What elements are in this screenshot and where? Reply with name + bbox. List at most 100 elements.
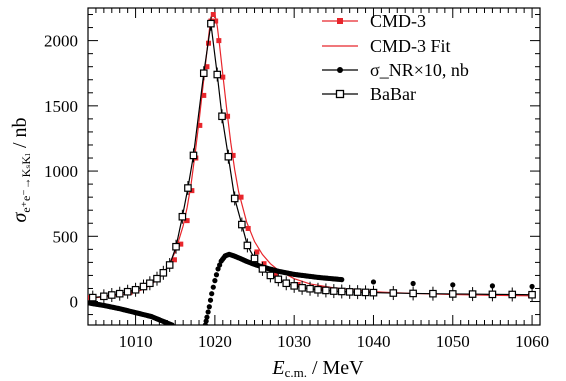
data-point <box>209 291 215 297</box>
data-point <box>306 284 314 293</box>
data-point <box>468 290 477 298</box>
data-point <box>207 19 215 28</box>
y-axis-label-main: σ <box>9 212 31 223</box>
data-point <box>489 283 496 289</box>
x-axis-label-sub: c.m. <box>285 365 307 380</box>
data-point <box>184 184 192 192</box>
data-point <box>115 289 124 298</box>
x-tick-label: 1040 <box>356 332 390 351</box>
legend-marker-cmd3 <box>337 18 343 24</box>
y-axis-label: σe⁺e⁻→KₛKₗ / nb <box>9 117 33 222</box>
plot-frame <box>87 7 541 326</box>
data-point <box>88 293 97 302</box>
data-point <box>508 290 517 299</box>
series-line-cmd3-fit <box>88 12 533 299</box>
data-point <box>167 321 174 325</box>
series-nonresonant <box>88 251 535 325</box>
data-point <box>184 218 190 224</box>
data-point <box>107 291 116 299</box>
legend-label-nonresonant: σ_NR×10, nb <box>370 60 469 80</box>
data-point <box>205 309 211 315</box>
legend-entry-nonresonant: σ_NR×10, nb <box>322 60 469 80</box>
data-point <box>345 288 354 296</box>
y-axis-label-sub: e⁺e⁻→KₛKₗ <box>19 153 33 213</box>
data-point <box>250 254 259 263</box>
data-point <box>528 290 536 299</box>
data-point <box>429 289 437 298</box>
data-point <box>337 287 346 296</box>
data-point <box>410 280 416 287</box>
data-point <box>189 151 198 160</box>
legend-label-babar: BaBar <box>370 84 416 104</box>
data-point <box>218 112 226 121</box>
data-point <box>389 289 398 297</box>
data-point <box>238 220 246 229</box>
data-point <box>450 282 456 288</box>
y-tick-label: 2000 <box>44 32 78 51</box>
data-point <box>213 70 222 79</box>
x-tick-label: 1010 <box>119 332 153 351</box>
data-point <box>217 262 223 268</box>
data-point <box>178 212 187 221</box>
series-cmd3 <box>88 12 533 301</box>
data-point <box>212 278 218 284</box>
y-tick-label: 500 <box>53 227 79 246</box>
data-point <box>261 261 267 267</box>
data-point <box>274 275 283 284</box>
x-axis-label: Ec.m. / MeV <box>271 357 364 380</box>
data-point <box>224 152 233 161</box>
y-tick-label: 1500 <box>44 97 78 116</box>
data-point <box>204 64 210 70</box>
data-point <box>139 282 148 291</box>
axis-tick-labels: 1010 1020 1030 1040 1050 1060 0 500 1000 1500 2000 <box>44 32 549 351</box>
data-point <box>409 289 417 298</box>
data-point <box>245 225 251 231</box>
data-point <box>230 194 239 203</box>
data-point <box>529 283 535 290</box>
y-tick-label: 0 <box>70 293 79 312</box>
legend-marker-babar <box>335 89 345 99</box>
data-point <box>210 284 216 290</box>
data-point <box>314 285 322 294</box>
data-point <box>322 286 330 295</box>
data-point <box>199 69 208 78</box>
y-axis-label-unit: / nb <box>9 117 31 153</box>
data-point <box>189 188 195 194</box>
data-point <box>370 279 377 285</box>
x-tick-label: 1060 <box>515 332 549 351</box>
x-tick-label: 1050 <box>436 332 470 351</box>
data-point <box>131 285 140 294</box>
legend-entry-cmd3-fit: CMD-3 Fit <box>322 36 451 56</box>
x-axis-label-unit: / MeV <box>307 357 364 379</box>
data-point <box>337 276 343 283</box>
data-point <box>178 241 184 247</box>
legend: CMD-3 CMD-3 Fit σ_NR×10, nb BaBar <box>322 11 469 104</box>
data-point <box>207 297 214 303</box>
data-point <box>204 314 210 320</box>
x-tick-label: 1020 <box>198 332 232 351</box>
data-point <box>153 274 161 283</box>
x-tick-label: 1030 <box>277 332 311 351</box>
data-point <box>201 92 207 98</box>
data-point <box>171 257 177 263</box>
data-point <box>266 271 275 280</box>
series-layer <box>88 12 536 325</box>
data-point <box>254 249 260 255</box>
legend-entry-babar: BaBar <box>322 84 416 104</box>
data-point <box>295 282 301 288</box>
data-point <box>210 12 216 18</box>
data-point <box>146 279 154 288</box>
data-point <box>206 304 212 310</box>
data-point <box>290 282 298 290</box>
data-point <box>215 266 221 272</box>
data-point <box>165 261 174 269</box>
data-point <box>100 292 108 301</box>
legend-label-cmd3: CMD-3 <box>370 11 426 31</box>
y-tick-label: 1000 <box>44 162 78 181</box>
data-point <box>258 265 267 273</box>
data-point <box>282 279 291 288</box>
legend-entry-cmd3: CMD-3 <box>322 11 426 31</box>
data-point <box>488 290 497 299</box>
data-point <box>369 288 378 297</box>
